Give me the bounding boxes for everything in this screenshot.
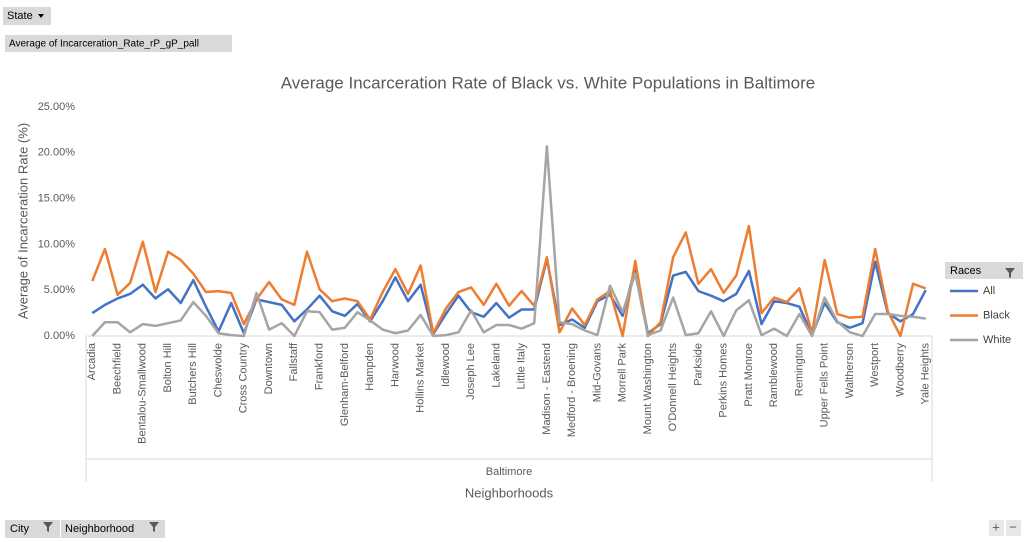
x-tick-label: Frankford [314,343,326,390]
x-tick-label: Upper Fells Point [819,343,831,427]
group-label: Baltimore [486,466,532,478]
x-tick-label: Harwood [389,343,401,387]
collapse-label: − [1009,519,1017,534]
x-tick-label: Lakeland [490,343,502,388]
x-tick-label: Madison - Eastend [541,343,553,435]
x-tick-label: Beechfield [111,343,123,394]
state-label: State [7,10,33,22]
expand-label: + [992,519,1000,534]
value-field[interactable] [5,35,232,52]
x-tick-label: Fallstaff [288,342,300,381]
y-tick-label: 20.00% [38,147,76,159]
legend-title: Races [950,265,982,277]
y-tick-label: 0.00% [44,330,75,342]
chart-title: Average Incarceration Rate of Black vs. … [281,73,816,92]
x-tick-label: Cross Country [238,343,250,414]
x-tick-label: O'Donnell Heights [667,343,679,432]
state-button[interactable] [3,7,51,25]
y-tick-label: 15.00% [38,193,76,205]
x-tick-label: Downtown [263,343,275,394]
x-tick-label: Woodberry [894,343,906,397]
neighborhood-button[interactable] [61,520,165,538]
x-tick-label: Mid-Govans [591,343,603,403]
y-tick-label: 10.00% [38,238,76,250]
series-line [91,224,927,338]
x-tick-label: Little Italy [516,343,528,390]
x-tick-label: Idlewood [440,343,452,387]
y-tick-label: 5.00% [44,284,75,296]
x-tick-label: Parkside [692,343,704,386]
legend-label: All [983,285,995,297]
legend-label: White [983,334,1011,346]
x-tick-label: Bentalou-Smallwood [137,343,149,444]
x-tick-label: Glenham-Belford [339,343,351,426]
x-tick-label: Butchers Hill [187,343,199,405]
collapse-button[interactable] [1006,520,1021,536]
x-tick-label: Waltherson [844,343,856,398]
x-tick-label: Joseph Lee [465,343,477,400]
x-tick-label: Bolton Hill [162,343,174,393]
city-label: City [10,523,29,535]
neighborhood-label: Neighborhood [65,523,134,535]
x-tick-label: Medford - Broening [566,343,578,437]
filter-icon [149,522,159,532]
series-line [91,145,926,338]
y-tick-label: 25.00% [38,101,76,113]
x-tick-label: Hampden [364,343,376,391]
x-tick-label: Morrell Park [617,343,629,403]
x-tick-label: Hollins Market [415,343,427,413]
dropdown-icon [38,14,44,18]
x-tick-label: Perkins Homes [718,343,730,418]
x-tick-label: Cheswolde [212,343,224,397]
x-tick-label: Remington [793,343,805,396]
legend-label: Black [983,309,1010,321]
x-tick-label: Mount Washington [642,343,654,434]
value-field-label: Average of Incarceration_Rate_rP_gP_pall [9,39,199,50]
filter-icon [1005,268,1015,278]
x-tick-label: Yale Heights [920,343,932,405]
x-tick-label: Arcadia [86,342,98,380]
x-tick-label: Ramblewood [768,343,780,407]
x-tick-label: Westport [869,343,881,387]
y-axis-title: Average of Incarceration Rate (%) [15,123,30,319]
filter-icon [43,522,53,532]
legend-field[interactable] [945,262,1023,279]
expand-button[interactable] [989,520,1004,536]
x-axis-title: Neighborhoods [465,485,554,500]
x-tick-label: Pratt Monroe [743,343,755,407]
